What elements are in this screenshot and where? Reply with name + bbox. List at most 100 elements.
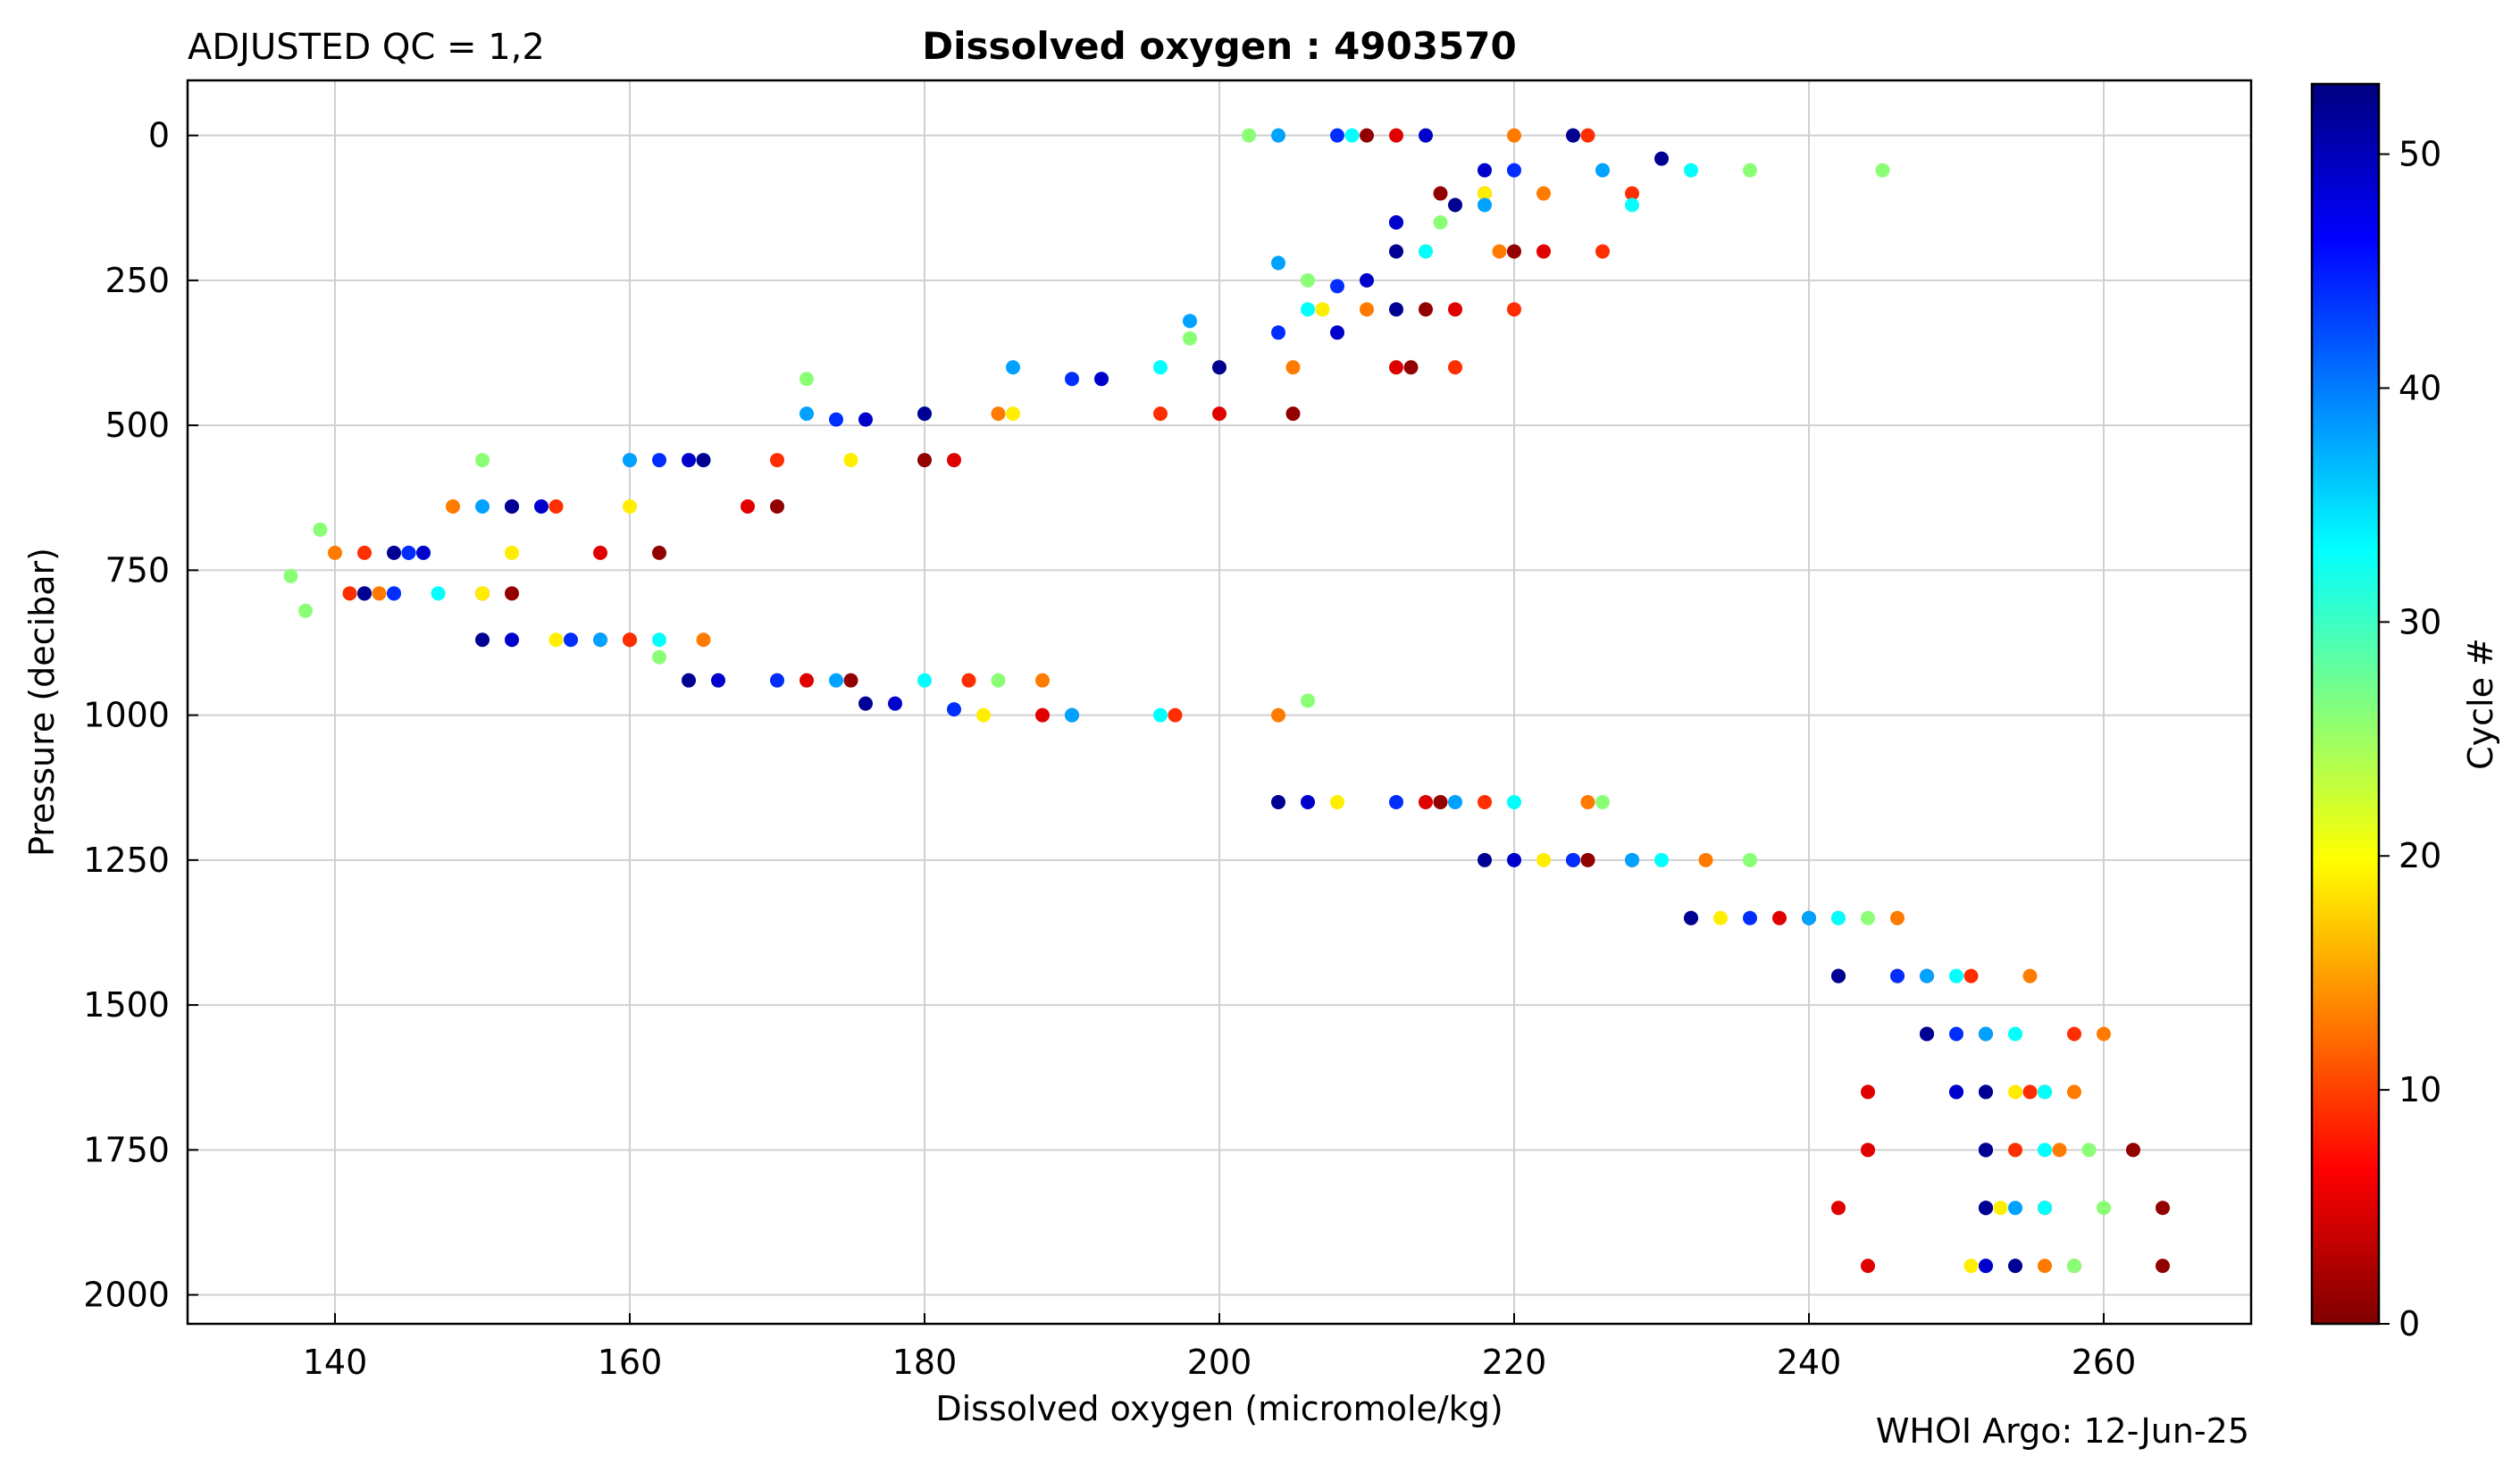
data-point [1389, 214, 1403, 230]
data-point [2008, 1026, 2022, 1042]
data-point [401, 545, 416, 560]
data-point [1478, 197, 1492, 213]
x-tick-label: 240 [1777, 1343, 1842, 1382]
data-point [1285, 406, 1301, 422]
data-point [829, 412, 843, 427]
y-tick-label: 1250 [83, 841, 170, 880]
data-point [298, 603, 313, 618]
y-tick-label: 750 [105, 550, 170, 590]
data-point [1478, 852, 1492, 867]
data-point [2022, 968, 2038, 983]
data-point [1065, 707, 1079, 723]
data-point [1419, 128, 1433, 143]
data-point [1580, 794, 1595, 809]
colorbar-label: Cycle # [2461, 638, 2500, 770]
data-point [1242, 128, 1256, 143]
data-point [1979, 1259, 1993, 1274]
data-point [283, 568, 298, 583]
data-point [1979, 1084, 1993, 1100]
data-point [1566, 128, 1580, 143]
data-point [1580, 852, 1595, 867]
data-point [1006, 360, 1020, 375]
data-point [387, 545, 401, 560]
data-point [800, 673, 814, 688]
data-point [1595, 794, 1610, 809]
data-point [1448, 302, 1462, 317]
data-point [1271, 707, 1285, 723]
data-point [1344, 128, 1360, 143]
data-point [548, 498, 564, 514]
data-point [623, 453, 637, 468]
data-point [682, 673, 696, 688]
data-point [843, 453, 858, 468]
data-point [1389, 360, 1403, 375]
data-point [1448, 360, 1462, 375]
data-point [1360, 272, 1374, 288]
data-point [1478, 163, 1492, 178]
y-tick-label: 1750 [83, 1130, 170, 1169]
data-point [1979, 1026, 1993, 1042]
data-point [1861, 910, 1875, 925]
chart-title: Dissolved oxygen : 4903570 [922, 24, 1516, 68]
data-point [446, 498, 460, 514]
x-tick-label: 140 [303, 1343, 368, 1382]
y-tick-label: 2000 [83, 1276, 170, 1315]
data-point [2156, 1259, 2170, 1274]
x-tick-label: 220 [1482, 1343, 1547, 1382]
data-point [1419, 302, 1433, 317]
data-point [1478, 186, 1492, 201]
data-point [387, 586, 401, 601]
data-point [1507, 794, 1521, 809]
data-point [1433, 794, 1448, 809]
data-point [1507, 302, 1521, 317]
y-axis-ticks: 0 250 500 750 1000 1250 1500 1750 2000 [83, 116, 198, 1315]
data-point [1920, 1026, 1934, 1042]
data-point [2008, 1259, 2022, 1274]
data-point [1389, 244, 1403, 259]
data-point [534, 498, 548, 514]
data-point [858, 412, 873, 427]
data-point [1536, 244, 1551, 259]
data-point [1271, 325, 1285, 340]
data-point [1301, 693, 1315, 708]
data-point [947, 702, 961, 717]
data-point [1625, 197, 1639, 213]
data-point [1183, 331, 1197, 346]
data-point [1507, 244, 1521, 259]
data-point [1743, 910, 1757, 925]
colorbar-tick-label: 0 [2399, 1304, 2420, 1343]
data-point [770, 498, 784, 514]
data-point [1301, 794, 1315, 809]
data-point [1861, 1084, 1875, 1100]
data-point [1772, 910, 1787, 925]
data-point [1006, 406, 1020, 422]
data-point [1168, 707, 1183, 723]
data-point [1478, 794, 1492, 809]
data-point [741, 498, 755, 514]
data-point [829, 673, 843, 688]
data-point [2067, 1026, 2081, 1042]
data-point [623, 498, 637, 514]
data-point [1979, 1201, 1993, 1216]
data-point [1448, 197, 1462, 213]
colorbar-tick-label: 50 [2399, 135, 2441, 174]
data-point [548, 632, 564, 648]
y-tick-label: 250 [105, 261, 170, 300]
data-point [2008, 1084, 2022, 1100]
data-point [1684, 910, 1698, 925]
data-point [1448, 794, 1462, 809]
x-tick-label: 180 [892, 1343, 958, 1382]
data-point [888, 696, 902, 711]
data-point [1802, 910, 1816, 925]
data-point [1094, 372, 1109, 387]
data-point [1153, 360, 1168, 375]
data-point [1183, 314, 1197, 329]
data-point [593, 632, 607, 648]
data-point [1330, 794, 1344, 809]
data-point [1035, 673, 1050, 688]
data-point [2022, 1084, 2038, 1100]
data-point [2038, 1084, 2052, 1100]
data-point [1861, 1259, 1875, 1274]
data-point [961, 673, 976, 688]
data-point [416, 545, 431, 560]
